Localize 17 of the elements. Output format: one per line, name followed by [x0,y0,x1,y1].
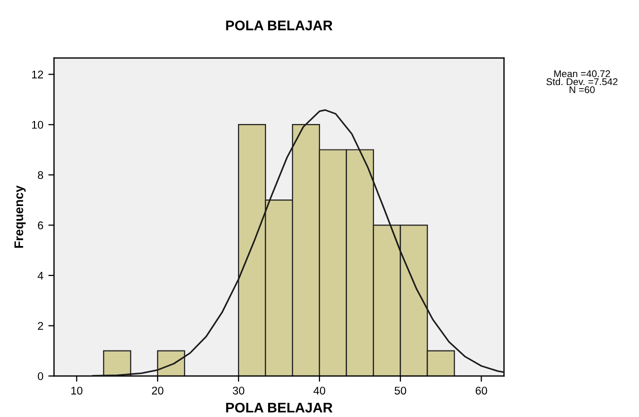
x-tick-label: 20 [152,386,164,395]
y-tick-label: 12 [32,70,44,78]
x-tick-label: 60 [476,386,488,395]
y-tick-label: 10 [32,120,44,129]
x-tick-label: 10 [71,386,82,395]
y-tick-label: 4 [38,272,44,280]
y-tick-label: 0 [38,372,44,380]
x-tick-label: 50 [394,386,406,395]
y-tick-label: 2 [38,322,44,330]
x-axis-title: POLA BELAJAR [226,402,332,413]
text: Mean =40.72 Std. Dev. =7.542 N =60 [546,70,618,94]
y-tick-label: 8 [38,171,44,180]
y-axis-title: Frequency [14,185,26,248]
chart-title: POLA BELAJAR [226,20,332,30]
x-tick-label: 30 [232,386,244,395]
y-tick-label: 6 [38,221,44,230]
x-tick-label: 40 [314,386,326,395]
